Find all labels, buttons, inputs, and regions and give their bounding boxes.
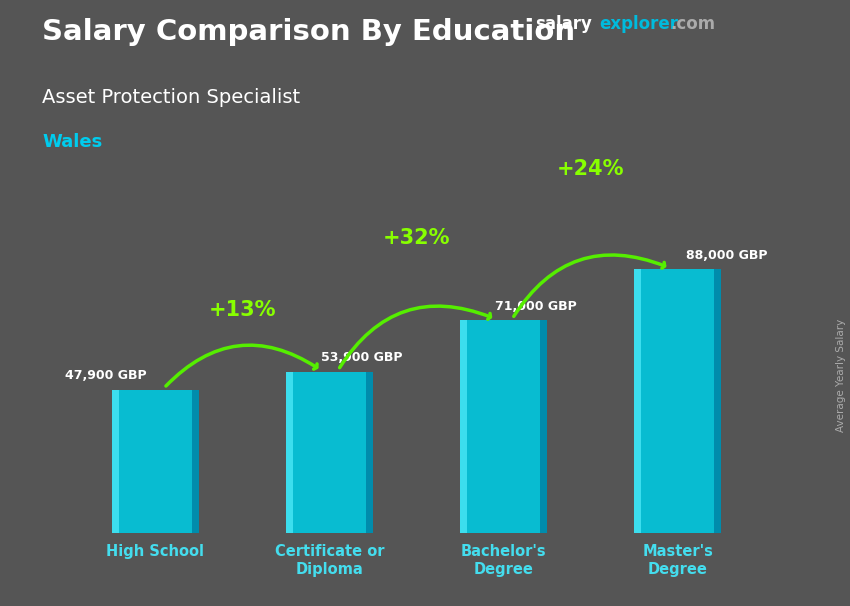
Text: Salary Comparison By Education: Salary Comparison By Education — [42, 18, 575, 46]
Bar — [460, 320, 547, 533]
Bar — [634, 269, 641, 533]
Text: salary: salary — [536, 15, 592, 33]
Bar — [714, 269, 722, 533]
Text: Average Yearly Salary: Average Yearly Salary — [836, 319, 846, 432]
Bar — [286, 371, 293, 533]
Text: 47,900 GBP: 47,900 GBP — [65, 369, 146, 382]
Bar — [111, 390, 119, 533]
Text: Asset Protection Specialist: Asset Protection Specialist — [42, 88, 301, 107]
FancyArrowPatch shape — [166, 345, 317, 386]
Bar — [192, 390, 199, 533]
Bar — [111, 390, 199, 533]
Text: Wales: Wales — [42, 133, 103, 152]
Bar — [366, 371, 373, 533]
FancyArrowPatch shape — [513, 255, 665, 316]
Bar — [286, 371, 373, 533]
Bar — [540, 320, 547, 533]
Bar — [634, 269, 722, 533]
Text: +32%: +32% — [382, 228, 450, 248]
Text: 71,000 GBP: 71,000 GBP — [495, 300, 576, 313]
Text: +13%: +13% — [208, 301, 276, 321]
Text: explorer: explorer — [599, 15, 678, 33]
Text: +24%: +24% — [557, 159, 625, 179]
Text: 88,000 GBP: 88,000 GBP — [687, 248, 768, 262]
Bar — [460, 320, 467, 533]
FancyArrowPatch shape — [340, 306, 490, 368]
Text: .com: .com — [670, 15, 715, 33]
Text: 53,900 GBP: 53,900 GBP — [320, 351, 402, 364]
